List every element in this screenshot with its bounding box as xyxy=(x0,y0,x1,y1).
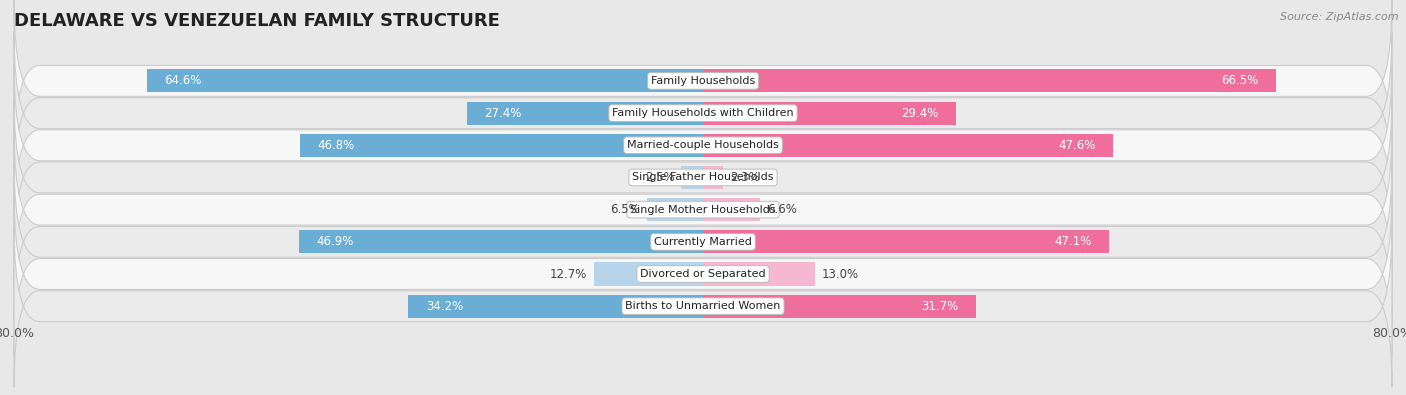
Text: 31.7%: 31.7% xyxy=(921,300,959,313)
Text: 13.0%: 13.0% xyxy=(823,267,859,280)
Text: DELAWARE VS VENEZUELAN FAMILY STRUCTURE: DELAWARE VS VENEZUELAN FAMILY STRUCTURE xyxy=(14,12,501,30)
Text: Currently Married: Currently Married xyxy=(654,237,752,247)
Text: Single Mother Households: Single Mother Households xyxy=(630,205,776,214)
Bar xyxy=(682,166,703,189)
Text: 64.6%: 64.6% xyxy=(165,74,201,87)
Text: 6.6%: 6.6% xyxy=(766,203,797,216)
Text: 47.6%: 47.6% xyxy=(1059,139,1095,152)
Text: 2.5%: 2.5% xyxy=(645,171,675,184)
Text: Births to Unmarried Women: Births to Unmarried Women xyxy=(626,301,780,311)
Text: Family Households: Family Households xyxy=(651,76,755,86)
Bar xyxy=(703,198,759,221)
Bar xyxy=(703,295,976,318)
FancyBboxPatch shape xyxy=(14,128,1392,291)
Legend: Delaware, Venezuelan: Delaware, Venezuelan xyxy=(596,392,810,395)
Text: 34.2%: 34.2% xyxy=(426,300,463,313)
Bar xyxy=(593,262,703,286)
Text: 47.1%: 47.1% xyxy=(1054,235,1091,248)
Bar xyxy=(703,69,1275,92)
Text: 46.8%: 46.8% xyxy=(318,139,354,152)
Bar xyxy=(647,198,703,221)
Bar xyxy=(703,262,815,286)
FancyBboxPatch shape xyxy=(14,32,1392,194)
Text: 27.4%: 27.4% xyxy=(484,107,522,120)
Bar xyxy=(299,230,703,254)
Bar xyxy=(703,166,723,189)
Bar xyxy=(409,295,703,318)
Bar xyxy=(146,69,703,92)
FancyBboxPatch shape xyxy=(14,225,1392,387)
FancyBboxPatch shape xyxy=(14,0,1392,162)
FancyBboxPatch shape xyxy=(14,161,1392,323)
Text: 6.5%: 6.5% xyxy=(610,203,640,216)
Bar xyxy=(299,134,703,157)
Text: 46.9%: 46.9% xyxy=(316,235,354,248)
Bar xyxy=(467,102,703,125)
Bar xyxy=(703,230,1108,254)
Text: Married-couple Households: Married-couple Households xyxy=(627,140,779,150)
Bar xyxy=(703,102,956,125)
Text: 29.4%: 29.4% xyxy=(901,107,939,120)
FancyBboxPatch shape xyxy=(14,193,1392,355)
Text: Single Father Households: Single Father Households xyxy=(633,173,773,182)
Text: 12.7%: 12.7% xyxy=(550,267,586,280)
Text: Source: ZipAtlas.com: Source: ZipAtlas.com xyxy=(1281,12,1399,22)
Bar xyxy=(703,134,1114,157)
FancyBboxPatch shape xyxy=(14,96,1392,259)
FancyBboxPatch shape xyxy=(14,64,1392,226)
Text: Divorced or Separated: Divorced or Separated xyxy=(640,269,766,279)
Text: Family Households with Children: Family Households with Children xyxy=(612,108,794,118)
Text: 2.3%: 2.3% xyxy=(730,171,759,184)
Text: 66.5%: 66.5% xyxy=(1222,74,1258,87)
